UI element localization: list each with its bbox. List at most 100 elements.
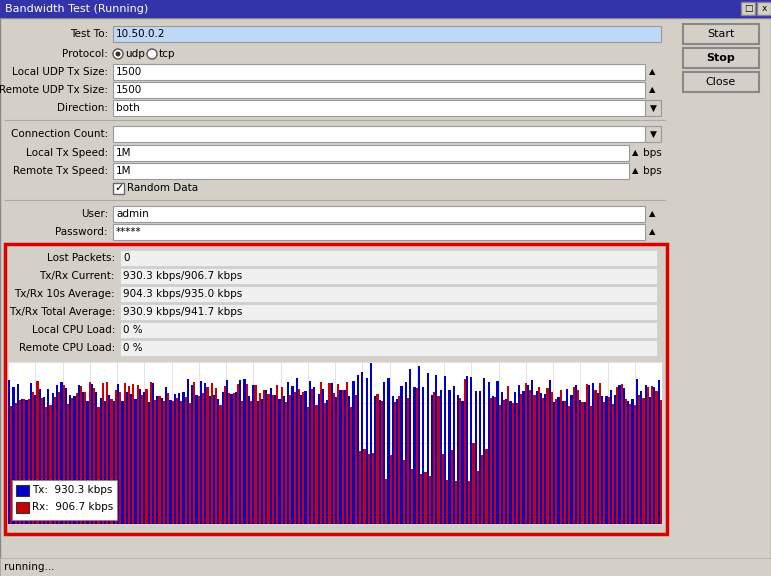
Text: ▲: ▲ [631, 166, 638, 176]
Bar [500, 392, 503, 524]
Bar [158, 396, 160, 524]
Bar [597, 393, 599, 524]
Bar [160, 399, 163, 524]
Bar [361, 372, 363, 524]
Bar [139, 389, 141, 524]
Text: Tx/Rx Total Average:: Tx/Rx Total Average: [8, 307, 115, 317]
Bar [400, 386, 402, 524]
Circle shape [147, 49, 157, 59]
Text: ▼: ▼ [649, 104, 656, 112]
Bar [629, 404, 631, 524]
Bar [120, 322, 657, 338]
Bar [294, 392, 296, 524]
Bar [328, 383, 331, 524]
Bar [157, 396, 158, 524]
Bar [120, 304, 657, 320]
Bar [0, 558, 771, 576]
Bar [246, 384, 247, 524]
Bar [507, 386, 510, 524]
Bar [453, 386, 455, 524]
Bar [483, 378, 486, 524]
Bar [189, 403, 191, 524]
Bar [197, 396, 200, 524]
Bar [284, 402, 287, 524]
Bar [645, 100, 661, 116]
Bar [315, 404, 318, 524]
Bar [350, 407, 352, 524]
Bar [423, 387, 424, 524]
Bar [176, 399, 178, 524]
Bar [618, 385, 621, 524]
Bar [614, 395, 616, 524]
Bar [154, 400, 157, 524]
Bar [518, 385, 520, 524]
Bar [416, 388, 418, 524]
Text: 1M: 1M [116, 166, 132, 176]
Bar [106, 382, 108, 524]
Text: 0 %: 0 % [123, 325, 143, 335]
Text: 904.3 kbps/935.0 kbps: 904.3 kbps/935.0 kbps [123, 289, 242, 299]
Text: ▲: ▲ [648, 210, 655, 218]
Text: Tx/Rx Current:: Tx/Rx Current: [39, 271, 115, 281]
Bar [424, 472, 426, 524]
Bar [204, 384, 207, 524]
Bar [43, 397, 45, 524]
Bar [389, 454, 392, 524]
Bar [309, 381, 311, 524]
Bar [560, 389, 562, 524]
Bar [113, 82, 645, 98]
Text: Tx:  930.3 kbps: Tx: 930.3 kbps [32, 485, 113, 495]
Bar [143, 392, 146, 524]
Text: □: □ [744, 4, 752, 13]
Bar [346, 382, 348, 524]
Text: 930.9 kbps/941.7 kbps: 930.9 kbps/941.7 kbps [123, 307, 242, 317]
Bar [540, 393, 542, 524]
Bar [608, 396, 610, 524]
Bar [324, 403, 326, 524]
Bar [220, 406, 221, 524]
Bar [418, 366, 420, 524]
Text: 0: 0 [123, 253, 130, 263]
Bar [433, 392, 436, 524]
Bar [91, 384, 93, 524]
Bar [115, 391, 117, 524]
Bar [261, 399, 263, 524]
Bar [331, 382, 333, 524]
Bar [224, 386, 226, 524]
Bar [191, 385, 194, 524]
Bar [594, 391, 597, 524]
Bar [12, 480, 117, 520]
Text: Test To:: Test To: [69, 29, 108, 39]
Bar [407, 399, 409, 524]
Bar [247, 396, 250, 524]
Bar [381, 401, 383, 524]
Bar [571, 395, 573, 524]
Bar [627, 401, 629, 524]
Bar [213, 395, 215, 524]
Bar [237, 384, 239, 524]
Bar [531, 380, 534, 524]
Bar [757, 2, 771, 15]
Bar [468, 480, 470, 524]
Bar [481, 456, 483, 524]
Bar [527, 385, 529, 524]
Text: ▼: ▼ [649, 130, 656, 138]
Bar [233, 393, 234, 524]
Bar [300, 395, 302, 524]
Bar [183, 392, 184, 524]
Bar [547, 388, 549, 524]
Bar [121, 401, 123, 524]
Bar [270, 388, 272, 524]
Bar [610, 391, 612, 524]
Bar [592, 383, 594, 524]
Bar [41, 398, 43, 524]
Bar [577, 389, 579, 524]
Bar [289, 395, 291, 524]
Bar [196, 395, 197, 524]
Text: 10.50.0.2: 10.50.0.2 [116, 29, 166, 39]
Bar [21, 399, 23, 524]
Bar [110, 399, 113, 524]
Bar [113, 224, 645, 240]
Bar [102, 384, 104, 524]
Bar [555, 399, 557, 524]
